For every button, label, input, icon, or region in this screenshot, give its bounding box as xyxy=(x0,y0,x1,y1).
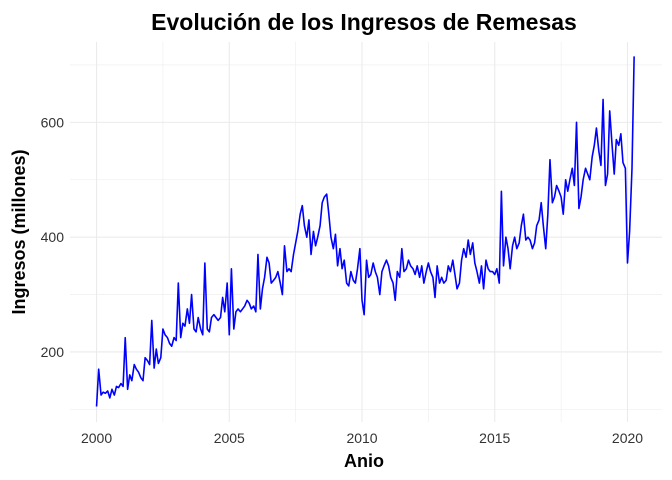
tick-labels: 2000 2005 2010 2015 2020 200 400 600 xyxy=(41,114,644,446)
y-axis-title: Ingresos (millones) xyxy=(9,149,29,314)
x-tick-label: 2005 xyxy=(214,430,245,446)
series-layer xyxy=(95,56,635,407)
x-tick-label: 2000 xyxy=(81,430,112,446)
y-tick-label: 200 xyxy=(41,344,65,360)
y-tick-label: 600 xyxy=(41,114,65,130)
y-tick-label: 400 xyxy=(41,229,65,245)
x-tick-label: 2015 xyxy=(479,430,510,446)
x-tick-label: 2020 xyxy=(612,430,643,446)
x-tick-label: 2010 xyxy=(346,430,377,446)
series-line xyxy=(95,56,635,407)
chart-title: Evolución de los Ingresos de Remesas xyxy=(151,9,577,35)
grid-lines xyxy=(70,42,662,422)
x-axis-title: Anio xyxy=(344,451,384,471)
